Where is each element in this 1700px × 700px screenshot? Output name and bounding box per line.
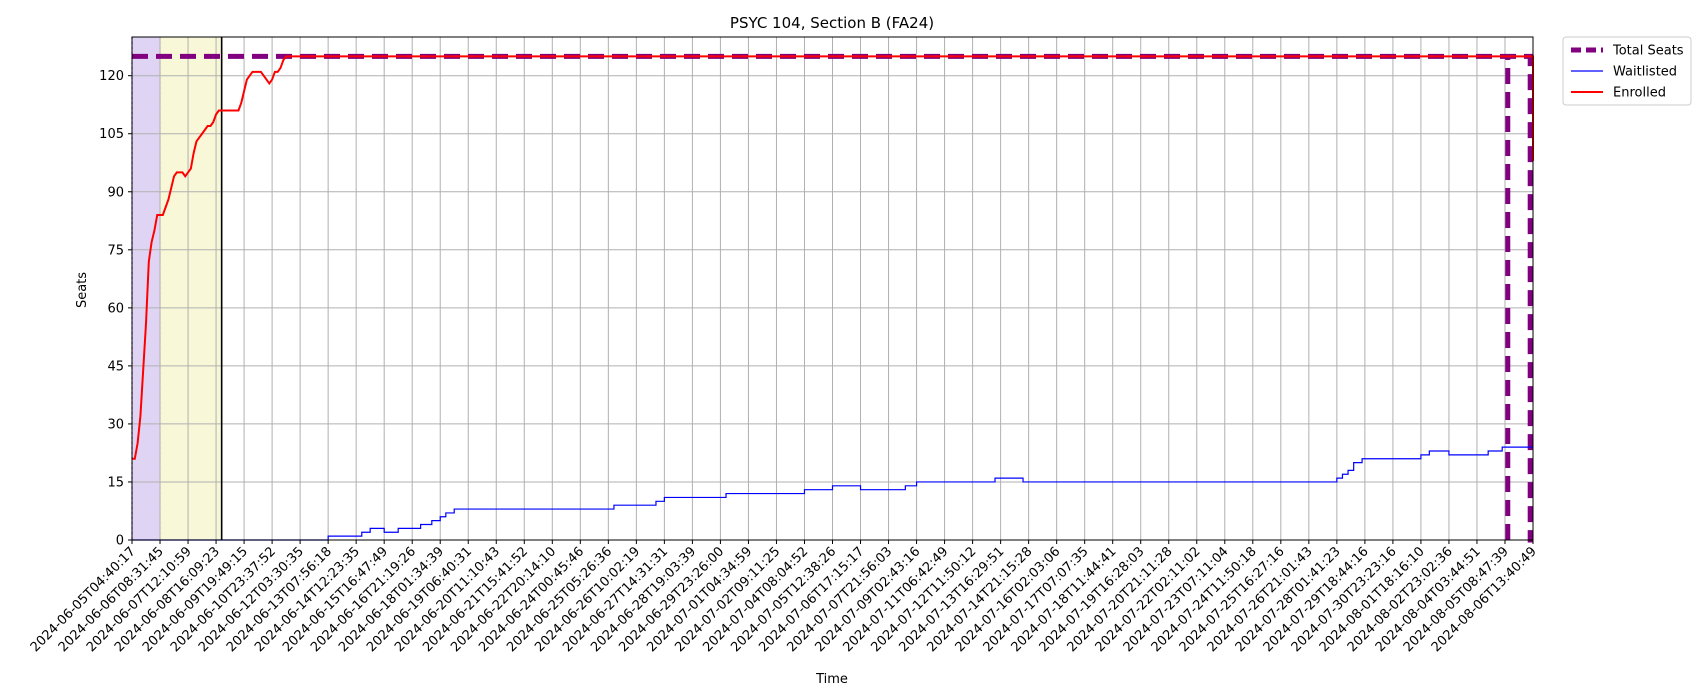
legend-box [1562, 36, 1692, 106]
y-tick-label: 60 [107, 301, 124, 316]
series-line-waitlisted [132, 446, 1533, 541]
shaded-region [132, 37, 161, 540]
x-axis-title: Time [815, 672, 848, 687]
series-line-enrolled [132, 55, 1534, 460]
legend: Total Seats Waitlisted Enrolled [1562, 36, 1692, 106]
y-tick-label: 90 [107, 185, 124, 200]
legend-label: Enrolled [1613, 86, 1666, 101]
legend-label: Total Seats [1612, 44, 1684, 59]
y-tick-label: 30 [107, 417, 124, 432]
chart-title: PSYC 104, Section B (FA24) [730, 14, 934, 32]
plot-area: 01530456075901051202024-06-05T04:40:1720… [28, 36, 1540, 655]
shaded-region [160, 37, 222, 540]
y-tick-label: 45 [107, 359, 124, 374]
y-axis-title: Seats [75, 272, 90, 308]
y-tick-label: 0 [116, 534, 124, 549]
y-tick-label: 75 [107, 243, 124, 258]
y-tick-label: 120 [99, 69, 124, 84]
y-tick-label: 105 [99, 127, 124, 142]
legend-label: Waitlisted [1613, 65, 1677, 80]
y-tick-label: 15 [107, 475, 124, 490]
